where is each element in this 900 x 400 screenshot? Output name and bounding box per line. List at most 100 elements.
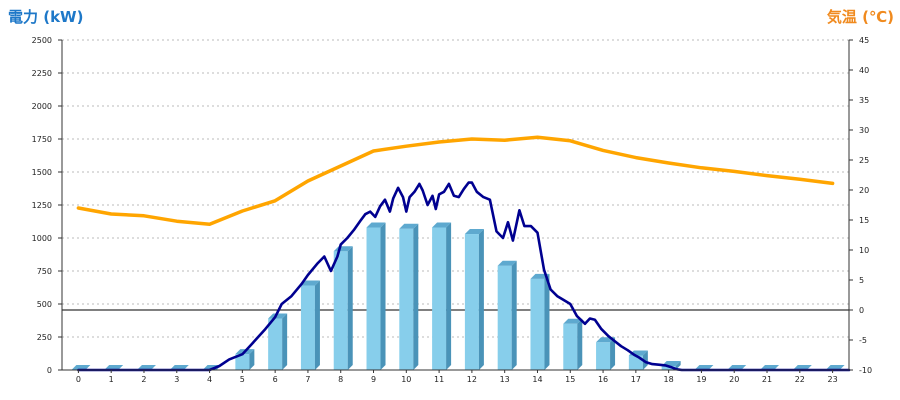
bar: [464, 229, 484, 370]
x-tick-label: 2: [141, 375, 146, 384]
bar-top: [399, 223, 419, 229]
x-tick-label: 1: [109, 375, 114, 384]
x-tick-label: 18: [664, 375, 674, 384]
bar-side: [544, 273, 550, 370]
bar: [399, 223, 419, 370]
bar-side: [642, 350, 648, 370]
right-tick-label: 0: [859, 306, 864, 315]
bar: [497, 260, 517, 370]
bar-top: [497, 260, 517, 266]
x-tick-label: 11: [434, 375, 444, 384]
x-tick-label: 8: [338, 375, 343, 384]
bar-front: [464, 234, 479, 370]
x-tick-label: 14: [532, 375, 542, 384]
bar-side: [282, 313, 288, 370]
power-bars: [71, 222, 845, 370]
x-tick-label: 23: [828, 375, 838, 384]
left-tick-label: 2250: [32, 69, 52, 78]
bar-front: [661, 366, 676, 370]
bar-side: [610, 337, 616, 370]
bar-top: [268, 313, 288, 319]
x-tick-label: 10: [401, 375, 411, 384]
x-tick-label: 13: [500, 375, 510, 384]
x-tick-label: 15: [565, 375, 575, 384]
left-tick-label: 500: [37, 300, 52, 309]
bar: [268, 313, 288, 370]
bar-side: [413, 223, 419, 370]
bar-side: [380, 222, 386, 370]
bar: [333, 246, 353, 370]
left-tick-label: 750: [37, 267, 52, 276]
left-tick-label: 2000: [32, 102, 52, 111]
x-tick-label: 21: [762, 375, 772, 384]
temperature-line: [76, 135, 835, 226]
right-tick-label: -5: [859, 336, 867, 345]
tick-labels: 02505007501000125015001750200022502500-1…: [32, 36, 872, 384]
left-tick-label: 1000: [32, 234, 52, 243]
bar-top: [563, 318, 583, 324]
x-tick-label: 12: [467, 375, 477, 384]
bar-side: [446, 222, 452, 370]
right-tick-label: 45: [859, 36, 869, 45]
bar-top: [300, 280, 320, 286]
bar-front: [530, 278, 545, 370]
bar-side: [347, 246, 353, 370]
bar-front: [399, 228, 414, 370]
x-tick-label: 17: [631, 375, 641, 384]
bar: [596, 337, 616, 370]
right-tick-label: 20: [859, 186, 869, 195]
left-tick-label: 0: [47, 366, 52, 375]
right-tick-label: 35: [859, 96, 869, 105]
x-tick-label: 9: [371, 375, 376, 384]
bar: [530, 273, 550, 370]
power-line: [77, 181, 851, 372]
bar-front: [300, 285, 315, 370]
bar-top: [366, 222, 386, 228]
x-tick-label: 4: [207, 375, 212, 384]
bar: [563, 318, 583, 370]
right-tick-label: 15: [859, 216, 869, 225]
x-tick-label: 20: [729, 375, 739, 384]
right-tick-label: 10: [859, 246, 869, 255]
left-tick-label: 1750: [32, 135, 52, 144]
bar-side: [314, 280, 320, 370]
x-tick-label: 7: [305, 375, 310, 384]
x-tick-label: 0: [76, 375, 81, 384]
left-tick-label: 1250: [32, 201, 52, 210]
x-tick-label: 16: [598, 375, 608, 384]
bar-top: [464, 229, 484, 235]
left-tick-label: 2500: [32, 36, 52, 45]
bar: [432, 222, 452, 370]
x-tick-label: 22: [795, 375, 805, 384]
bar-side: [478, 229, 484, 370]
bar-side: [675, 361, 681, 370]
x-tick-label: 3: [174, 375, 179, 384]
bar-front: [563, 323, 578, 370]
left-tick-label: 250: [37, 333, 52, 342]
bar-front: [497, 265, 512, 370]
bar-front: [366, 227, 381, 370]
bar-front: [333, 251, 348, 370]
right-tick-label: 25: [859, 156, 869, 165]
bar: [366, 222, 386, 370]
x-tick-label: 5: [240, 375, 245, 384]
bar-front: [235, 354, 250, 370]
bar-front: [268, 318, 283, 370]
bar-front: [432, 227, 447, 370]
right-tick-label: 30: [859, 126, 869, 135]
left-axis-label: 電力 (kW): [8, 8, 83, 26]
x-tick-label: 19: [696, 375, 706, 384]
x-tick-label: 6: [273, 375, 278, 384]
series-lines: [76, 135, 851, 372]
bar-front: [596, 342, 611, 370]
bar-side: [249, 349, 255, 370]
bar-side: [511, 260, 517, 370]
bar-top: [432, 222, 452, 228]
grid-lines: [62, 39, 849, 338]
bar: [300, 280, 320, 370]
bar-side: [577, 318, 583, 370]
right-axis-label: 気温 (℃): [827, 8, 894, 26]
right-tick-label: -10: [859, 366, 872, 375]
right-tick-label: 5: [859, 276, 864, 285]
